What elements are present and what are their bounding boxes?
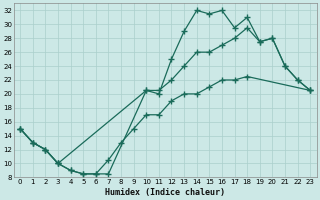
X-axis label: Humidex (Indice chaleur): Humidex (Indice chaleur) <box>105 188 225 197</box>
